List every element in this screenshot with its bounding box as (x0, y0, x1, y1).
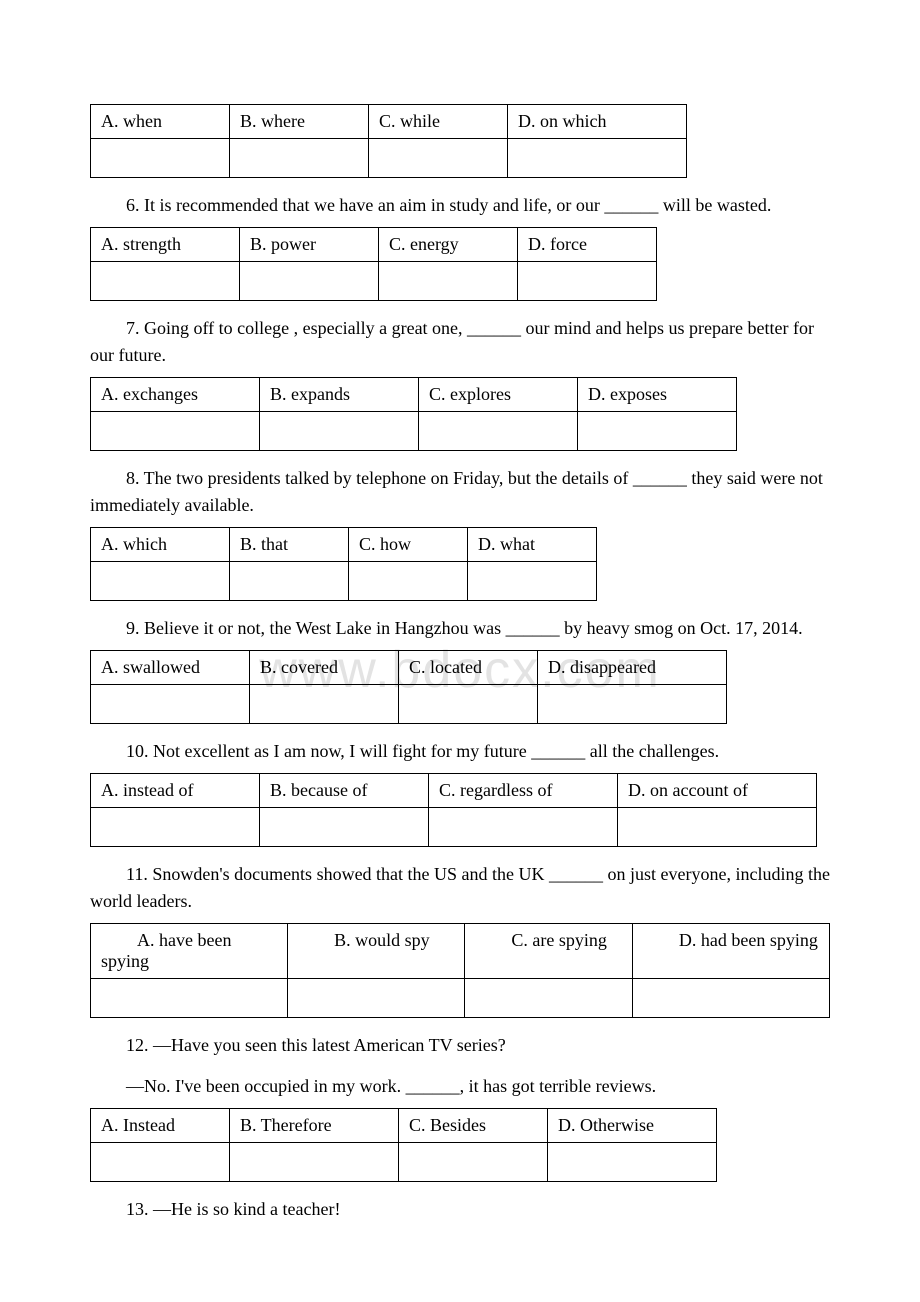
q11-choice-b: B. would spy (288, 924, 465, 979)
q9-choice-d: D. disappeared (538, 651, 727, 685)
q12-answer-b (230, 1143, 399, 1182)
q6-choices-table: A. strength B. power C. energy D. force (90, 227, 657, 301)
q7-answer-a (91, 412, 260, 451)
q5-answer-c (369, 139, 508, 178)
q8-choice-d: D. what (468, 528, 597, 562)
q7-text: 7. Going off to college , especially a g… (90, 315, 830, 369)
q8-choice-b: B. that (230, 528, 349, 562)
q12-answer-a (91, 1143, 230, 1182)
q5-choice-d: D. on which (508, 105, 687, 139)
q6-answer-d (518, 262, 657, 301)
q11-text: 11. Snowden's documents showed that the … (90, 861, 830, 915)
q10-answer-b (260, 808, 429, 847)
q5-answer-d (508, 139, 687, 178)
q12-line2: —No. I've been occupied in my work. ____… (90, 1073, 830, 1100)
q12-choice-c: C. Besides (399, 1109, 548, 1143)
q10-choice-a: A. instead of (91, 774, 260, 808)
q7-choice-c: C. explores (419, 378, 578, 412)
q11-choice-c: C. are spying (465, 924, 633, 979)
q9-choice-b: B. covered (250, 651, 399, 685)
q5-choice-b: B. where (230, 105, 369, 139)
q7-answer-b (260, 412, 419, 451)
q9-answer-a (91, 685, 250, 724)
q9-answer-b (250, 685, 399, 724)
q9-choices-table: A. swallowed B. covered C. located D. di… (90, 650, 727, 724)
q8-choices-table: A. which B. that C. how D. what (90, 527, 597, 601)
q9-choice-c: C. located (399, 651, 538, 685)
q12-choice-b: B. Therefore (230, 1109, 399, 1143)
q5-choice-a: A. when (91, 105, 230, 139)
q6-answer-c (379, 262, 518, 301)
q8-text: 8. The two presidents talked by telephon… (90, 465, 830, 519)
q9-answer-d (538, 685, 727, 724)
q8-answer-a (91, 562, 230, 601)
q9-choice-a: A. swallowed (91, 651, 250, 685)
q8-choice-a: A. which (91, 528, 230, 562)
q13-text: 13. —He is so kind a teacher! (90, 1196, 830, 1223)
q7-choice-b: B. expands (260, 378, 419, 412)
q5-answer-b (230, 139, 369, 178)
q6-choice-c: C. energy (379, 228, 518, 262)
q7-choices-table: A. exchanges B. expands C. explores D. e… (90, 377, 737, 451)
q10-choice-d: D. on account of (618, 774, 817, 808)
q12-choice-d: D. Otherwise (548, 1109, 717, 1143)
q12-line1: 12. —Have you seen this latest American … (90, 1032, 830, 1059)
q10-choice-b: B. because of (260, 774, 429, 808)
q11-answer-b (288, 979, 465, 1018)
q7-choice-d: D. exposes (578, 378, 737, 412)
document-content: A. when B. where C. while D. on which 6.… (90, 104, 830, 1223)
q11-answer-c (465, 979, 633, 1018)
q8-choice-c: C. how (349, 528, 468, 562)
q8-answer-c (349, 562, 468, 601)
q11-answer-d (632, 979, 829, 1018)
q6-text: 6. It is recommended that we have an aim… (90, 192, 830, 219)
q11-choices-table: A. have been spying B. would spy C. are … (90, 923, 830, 1018)
q5-answer-a (91, 139, 230, 178)
q10-text: 10. Not excellent as I am now, I will fi… (90, 738, 830, 765)
q7-answer-c (419, 412, 578, 451)
q10-answer-a (91, 808, 260, 847)
q12-choice-a: A. Instead (91, 1109, 230, 1143)
q12-answer-c (399, 1143, 548, 1182)
q9-answer-c (399, 685, 538, 724)
q10-answer-d (618, 808, 817, 847)
q5-choices-table: A. when B. where C. while D. on which (90, 104, 687, 178)
q10-answer-c (429, 808, 618, 847)
q5-choice-c: C. while (369, 105, 508, 139)
q12-choices-table: A. Instead B. Therefore C. Besides D. Ot… (90, 1108, 717, 1182)
q6-choice-a: A. strength (91, 228, 240, 262)
q6-answer-b (240, 262, 379, 301)
q10-choice-c: C. regardless of (429, 774, 618, 808)
q6-answer-a (91, 262, 240, 301)
q10-choices-table: A. instead of B. because of C. regardles… (90, 773, 817, 847)
q11-answer-a (91, 979, 288, 1018)
q8-answer-b (230, 562, 349, 601)
q7-choice-a: A. exchanges (91, 378, 260, 412)
q8-answer-d (468, 562, 597, 601)
q9-text: 9. Believe it or not, the West Lake in H… (90, 615, 830, 642)
q6-choice-b: B. power (240, 228, 379, 262)
q11-choice-a: A. have been spying (91, 924, 288, 979)
q11-choice-d: D. had been spying (632, 924, 829, 979)
q7-answer-d (578, 412, 737, 451)
q12-answer-d (548, 1143, 717, 1182)
q6-choice-d: D. force (518, 228, 657, 262)
